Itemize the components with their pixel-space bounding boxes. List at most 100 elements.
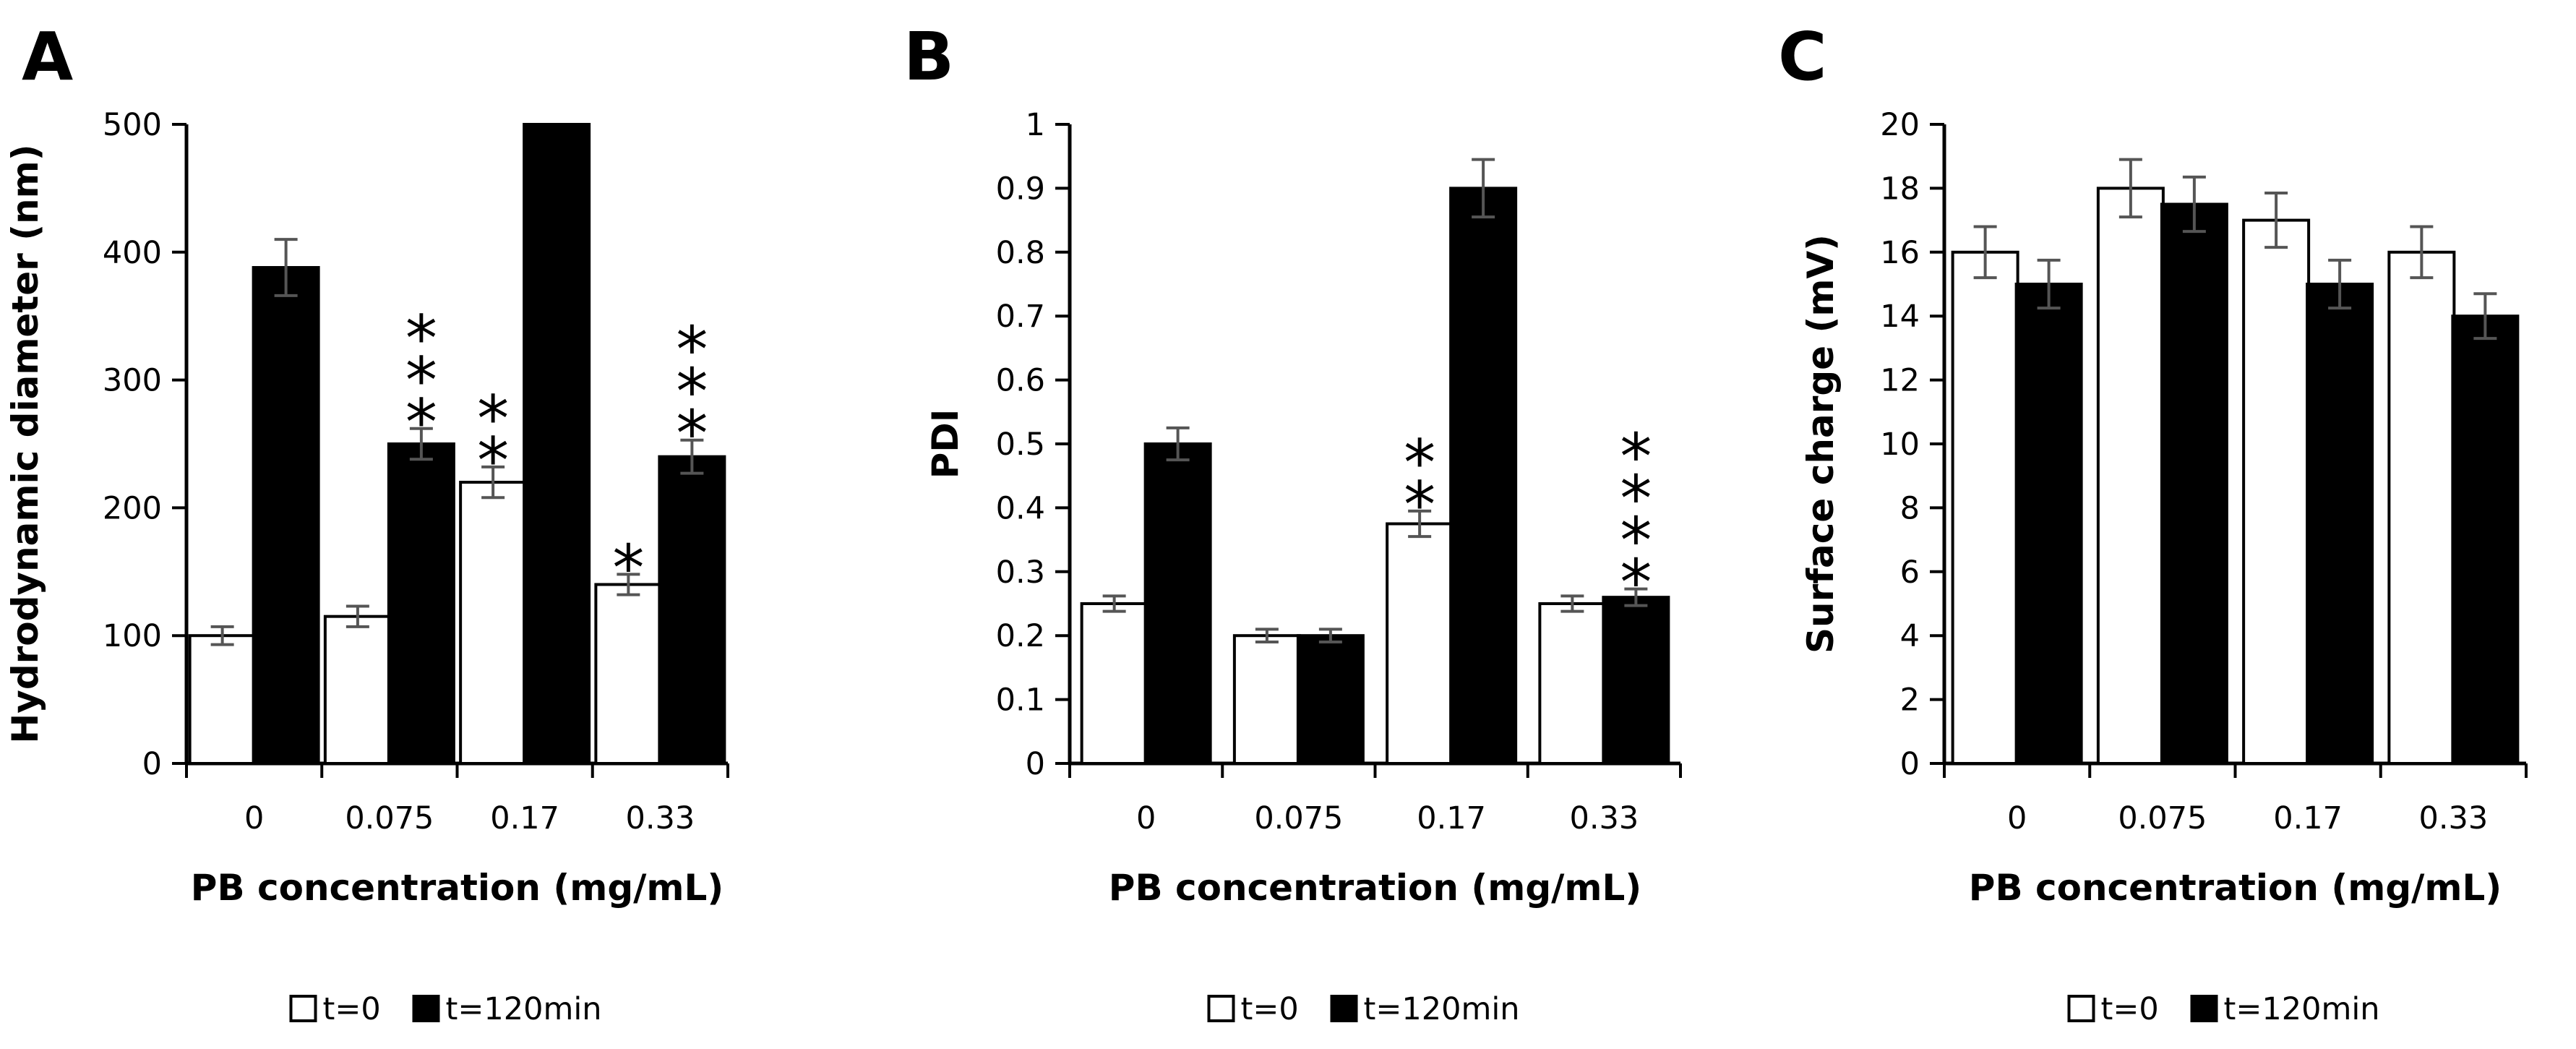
x-tick-label: 0.17	[490, 800, 559, 836]
significance-star: *	[1404, 426, 1435, 500]
significance-star: *	[405, 385, 437, 460]
significance-annotation: ***	[405, 301, 437, 460]
y-axis-title: Surface charge (mV)	[1800, 234, 1842, 654]
y-tick-label: 6	[1900, 555, 1920, 591]
legend-label: t=120min	[1364, 991, 1520, 1027]
y-tick-label: 0.5	[996, 427, 1045, 463]
bar-t120	[2014, 283, 2083, 765]
x-tick-label: 0	[244, 800, 264, 836]
bar-t0	[459, 481, 528, 765]
legend: t=0 t=120min	[289, 991, 602, 1027]
legend-label: t=0	[2101, 991, 2159, 1027]
legend-label: t=120min	[2224, 991, 2380, 1027]
y-tick-label: 0.6	[996, 363, 1045, 399]
y-tick-label: 500	[103, 107, 162, 143]
chart-panel-b: B 0 0.1 0.2 0.3 0.4 0.5 0.6 0.7 0.8 0.9 1 0 0.075 0.17…	[903, 18, 1682, 1027]
bar-t0	[2242, 218, 2311, 766]
x-tick-label: 0.33	[1570, 800, 1639, 836]
x-tick-label: 0.075	[345, 800, 434, 836]
significance-star: *	[405, 301, 437, 376]
y-tick-label: 10	[1880, 427, 1920, 463]
legend-swatch-t120	[2190, 995, 2218, 1022]
significance-star: *	[477, 424, 509, 498]
bar-t0	[594, 583, 663, 765]
legend-swatch-t0	[2067, 995, 2095, 1022]
y-tick-label: 0.1	[996, 682, 1045, 719]
legend-swatch-t120	[1330, 995, 1358, 1022]
bar-t120	[2451, 314, 2520, 765]
bar-t120	[252, 266, 320, 765]
bar-t120	[2306, 283, 2374, 765]
significance-star: *	[1620, 462, 1652, 536]
significance-annotation: **	[477, 382, 509, 498]
x-tick-label: 0.33	[626, 800, 695, 836]
y-tick-label: 14	[1880, 299, 1920, 335]
bar-t0	[2387, 250, 2456, 765]
y-tick-label: 16	[1880, 235, 1920, 271]
panel-letter: C	[1778, 18, 1827, 95]
x-axis-title: PB concentration (mg/mL)	[1109, 867, 1641, 909]
significance-annotation: **	[1404, 426, 1435, 542]
significance-star: *	[1404, 468, 1435, 542]
chart-panel-c: C 0 2 4 6 8 10 12 14 16 18 20 0 0.075 0.17 0.33 Surface …	[1778, 18, 2528, 1027]
significance-star: *	[477, 382, 509, 456]
bar-t120	[387, 442, 455, 765]
significance-star: *	[676, 397, 708, 471]
x-tick-label: 0.17	[1417, 800, 1486, 836]
legend-label: t=0	[323, 991, 381, 1027]
y-axis-title: PDI	[924, 409, 966, 479]
y-tick-label: 12	[1880, 363, 1920, 399]
bar-t120	[658, 455, 726, 765]
bar-t0	[2096, 187, 2165, 765]
bar-t0	[1951, 250, 2019, 765]
x-tick-label: 0	[2007, 800, 2027, 836]
x-tick-label: 0.075	[1254, 800, 1343, 836]
x-axis-title: PB concentration (mg/mL)	[191, 867, 724, 909]
significance-star: *	[405, 343, 437, 418]
y-tick-label: 0	[1026, 746, 1045, 782]
y-tick-label: 300	[103, 363, 162, 399]
y-tick-label: 0.4	[996, 490, 1045, 526]
legend-label: t=0	[1241, 991, 1299, 1027]
significance-star: *	[1620, 546, 1652, 620]
significance-star: *	[1620, 420, 1652, 494]
x-tick-label: 0.17	[2273, 800, 2343, 836]
significance-star: *	[676, 313, 708, 388]
bar-t120	[1143, 442, 1212, 765]
legend-swatch-t0	[289, 995, 317, 1022]
bar-t0	[1538, 602, 1607, 765]
y-tick-label: 0.8	[996, 235, 1045, 271]
y-tick-label: 4	[1900, 618, 1920, 654]
y-tick-label: 100	[103, 618, 162, 654]
bar-t120	[523, 123, 591, 765]
y-tick-label: 0.7	[996, 299, 1045, 335]
bar-t0	[188, 634, 257, 766]
legend-label: t=120min	[446, 991, 602, 1027]
y-tick-label: 200	[103, 490, 162, 526]
significance-star: *	[612, 531, 644, 605]
legend-swatch-t0	[1207, 995, 1235, 1022]
y-tick-label: 18	[1880, 171, 1920, 207]
panel-letter: B	[903, 18, 954, 95]
y-tick-label: 0	[142, 746, 162, 782]
y-tick-label: 0.2	[996, 618, 1045, 654]
significance-star: *	[676, 355, 708, 429]
significance-annotation: ****	[1620, 420, 1652, 620]
legend-swatch-t120	[412, 995, 440, 1022]
x-tick-label: 0.075	[2118, 800, 2207, 836]
x-axis-title: PB concentration (mg/mL)	[1969, 867, 2502, 909]
bar-t0	[1386, 522, 1454, 765]
y-tick-label: 20	[1880, 107, 1920, 143]
y-tick-label: 400	[103, 235, 162, 271]
y-tick-label: 2	[1900, 682, 1920, 719]
y-tick-label: 8	[1900, 490, 1920, 526]
y-axis-title: Hydrodynamic diameter (nm)	[4, 144, 46, 743]
x-tick-label: 0	[1136, 800, 1156, 836]
panel-letter: A	[22, 18, 73, 95]
y-tick-label: 0.3	[996, 555, 1045, 591]
y-tick-label: 1	[1026, 107, 1045, 143]
bar-t0	[1080, 602, 1149, 765]
legend: t=0 t=120min	[2067, 991, 2380, 1027]
